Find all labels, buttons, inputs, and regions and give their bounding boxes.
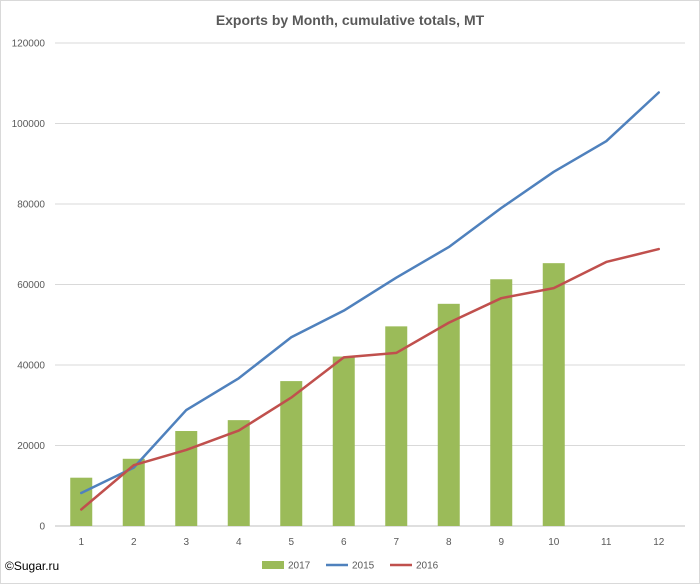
x-tick-label: 6 [341,537,347,548]
y-tick-label: 60000 [17,280,45,291]
bar-2017 [437,303,460,526]
x-tick-label: 5 [288,537,294,548]
x-tick-label: 1 [78,537,84,548]
x-tick-label: 4 [236,537,242,548]
x-tick-label: 2 [131,537,137,548]
credit-text: ©Sugar.ru [5,559,59,573]
y-tick-label: 120000 [12,39,46,50]
x-tick-label: 9 [498,537,504,548]
legend-label-2015: 2015 [352,561,375,572]
x-tick-label: 7 [393,537,399,548]
bar-2017 [490,279,513,526]
bar-2017 [542,263,565,526]
x-tick-label: 12 [653,537,665,548]
legend: 2017 2015 2016 [262,561,439,572]
y-tick-label: 100000 [12,119,46,130]
y-tick-label: 80000 [17,200,45,211]
bar-2017 [175,431,198,526]
legend-label-2016: 2016 [416,561,439,572]
y-tick-label: 0 [39,522,45,533]
x-tick-label: 8 [446,537,452,548]
x-tick-label: 3 [183,537,189,548]
x-tick-label: 10 [548,537,560,548]
gridlines [55,42,685,527]
bar-2017 [385,326,408,526]
y-axis-ticks: 0 20000 40000 60000 80000 100000 120000 [12,39,46,533]
bar-2017 [332,356,355,526]
y-tick-label: 40000 [17,361,45,372]
bar-2017 [122,458,145,526]
chart-title: Exports by Month, cumulative totals, MT [216,12,485,28]
bar-2017 [227,420,250,526]
y-tick-label: 20000 [17,441,45,452]
legend-swatch-2017 [262,561,284,569]
line-2016 [80,247,660,511]
x-axis-ticks: 1 2 3 4 5 6 7 8 9 10 11 12 [78,537,664,548]
line-2015 [80,91,660,495]
legend-label-2017: 2017 [288,561,311,572]
line-series [80,91,660,511]
x-tick-label: 11 [601,537,612,548]
bar-series [70,263,565,526]
bar-2017 [280,381,303,526]
